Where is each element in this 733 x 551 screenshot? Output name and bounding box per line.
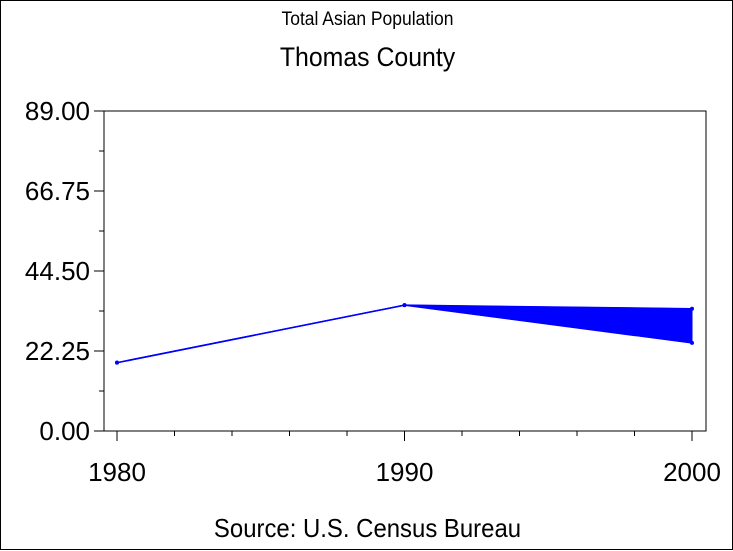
chart-subtitle: Total Asian Population xyxy=(281,9,454,30)
source-note: Source: U.S. Census Bureau xyxy=(213,513,522,543)
series-fill-band xyxy=(116,304,693,364)
plot-area xyxy=(103,110,707,432)
data-point xyxy=(115,360,119,365)
chart-title: Thomas County xyxy=(279,42,456,72)
y-axis: 89.00 66.75 44.50 22.25 0.00 xyxy=(25,96,104,446)
y-tick-label: 44.50 xyxy=(25,256,90,286)
x-tick-label: 2000 xyxy=(663,457,721,487)
series-group xyxy=(115,303,694,365)
data-point xyxy=(690,306,694,311)
data-point xyxy=(402,303,407,308)
data-point xyxy=(690,340,694,345)
y-tick-label: 0.00 xyxy=(39,416,90,446)
x-tick-label: 1980 xyxy=(88,457,146,487)
x-tick-label: 1990 xyxy=(376,457,434,487)
y-tick-label: 22.25 xyxy=(25,336,90,366)
x-axis: 1980 1990 2000 xyxy=(88,431,721,487)
y-tick-label: 89.00 xyxy=(25,96,90,126)
y-tick-label: 66.75 xyxy=(25,176,90,206)
